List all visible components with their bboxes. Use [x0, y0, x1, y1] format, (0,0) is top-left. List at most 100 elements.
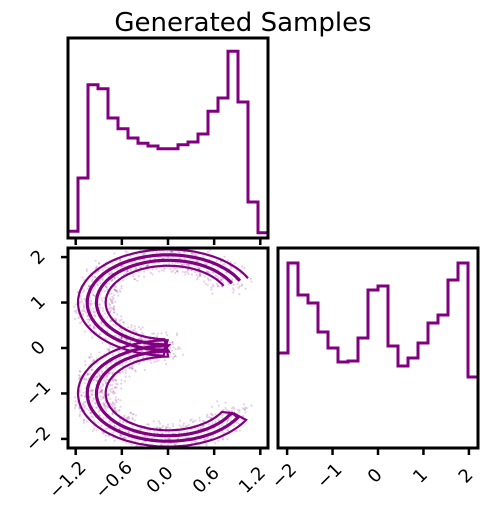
scatter-point — [185, 263, 187, 265]
scatter-point — [115, 290, 117, 292]
scatter-point — [111, 271, 113, 273]
histogram-step-line-x — [68, 51, 268, 232]
scatter-point — [219, 277, 221, 279]
scatter-point — [156, 252, 158, 254]
scatter-point — [187, 273, 189, 275]
scatter-point — [91, 400, 93, 402]
scatter-point — [138, 275, 140, 277]
scatter-point — [208, 416, 210, 418]
scatter-point — [171, 262, 173, 264]
scatter-point — [138, 326, 140, 328]
scatter-point — [169, 427, 171, 429]
scatter-point — [114, 399, 116, 401]
scatter-point — [120, 383, 122, 385]
scatter-point — [108, 308, 110, 310]
scatter-point — [191, 273, 193, 275]
scatter-point — [231, 278, 233, 280]
scatter-point — [112, 299, 114, 301]
scatter-point — [129, 412, 131, 414]
scatter-point — [97, 421, 99, 423]
scatter-point — [115, 396, 117, 398]
scatter-point — [102, 392, 104, 394]
scatter-point — [147, 424, 149, 426]
scatter-point — [134, 325, 136, 327]
scatter-point — [122, 321, 124, 323]
scatter-point — [244, 407, 246, 409]
scatter-point — [119, 399, 121, 401]
scatter-point — [125, 376, 127, 378]
scatter-point — [114, 440, 116, 442]
scatter-point — [132, 413, 134, 415]
scatter-point — [112, 302, 114, 304]
scatter-point — [131, 324, 133, 326]
scatter-point — [144, 369, 146, 371]
scatter-point — [83, 422, 85, 424]
scatter-point — [207, 251, 209, 253]
scatter-point — [114, 386, 116, 388]
joint-y-tick-label-4: 2 — [27, 246, 50, 269]
scatter-point — [210, 279, 212, 281]
scatter-point — [129, 360, 131, 362]
joint-x-tick-label-4: 1.2 — [235, 463, 270, 498]
scatter-point — [83, 402, 85, 404]
scatter-point — [142, 441, 144, 443]
scatter-point — [203, 280, 205, 282]
joint-y-ticks: −2−1012 — [22, 246, 68, 456]
scatter-point — [232, 291, 234, 293]
scatter-point — [80, 394, 82, 396]
scatter-point — [218, 426, 220, 428]
scatter-point — [221, 431, 223, 433]
scatter-point — [132, 365, 134, 367]
scatter-point — [113, 288, 115, 290]
scatter-point — [98, 262, 100, 264]
scatter-point — [102, 269, 104, 271]
panel-joint-contour: −1.2 −0.6 0.0 0.6 1.2 −2−1012 — [22, 246, 270, 503]
scatter-point — [158, 257, 160, 259]
scatter-point — [238, 293, 240, 295]
scatter-point — [222, 263, 224, 265]
scatter-point — [113, 277, 115, 279]
scatter-point — [134, 419, 136, 421]
scatter-point — [227, 438, 229, 440]
scatter-point — [194, 265, 196, 267]
scatter-point — [153, 420, 155, 422]
scatter-point — [134, 278, 136, 280]
scatter-point — [129, 334, 131, 336]
scatter-point — [129, 269, 131, 271]
scatter-point — [192, 253, 194, 255]
scatter-point — [80, 295, 82, 297]
scatter-point — [138, 363, 140, 365]
scatter-point — [75, 312, 77, 314]
scatter-point — [170, 268, 172, 270]
y-histogram-frame — [278, 248, 478, 448]
scatter-point — [111, 296, 113, 298]
scatter-point — [202, 420, 204, 422]
scatter-point — [95, 407, 97, 409]
scatter-point — [143, 271, 145, 273]
scatter-point — [115, 335, 117, 337]
scatter-point — [119, 428, 121, 430]
scatter-point — [84, 364, 86, 366]
scatter-point — [210, 413, 212, 415]
scatter-point — [160, 332, 162, 334]
scatter-point — [199, 419, 201, 421]
scatter-point — [106, 316, 108, 318]
scatter-point — [115, 325, 117, 327]
scatter-point — [79, 413, 81, 415]
scatter-point — [102, 384, 104, 386]
scatter-point — [238, 287, 240, 289]
scatter-point — [86, 319, 88, 321]
scatter-point — [234, 262, 236, 264]
scatter-point — [74, 396, 76, 398]
scatter-point — [192, 421, 194, 423]
scatter-point — [179, 348, 181, 350]
scatter-point — [82, 404, 84, 406]
scatter-point — [250, 278, 252, 280]
scatter-point — [244, 411, 246, 413]
scatter-point — [113, 252, 115, 254]
scatter-point — [216, 283, 218, 285]
scatter-point — [206, 416, 208, 418]
contour-line-1 — [87, 255, 240, 441]
histogram-step-line-y — [278, 263, 478, 377]
scatter-point — [91, 303, 93, 305]
